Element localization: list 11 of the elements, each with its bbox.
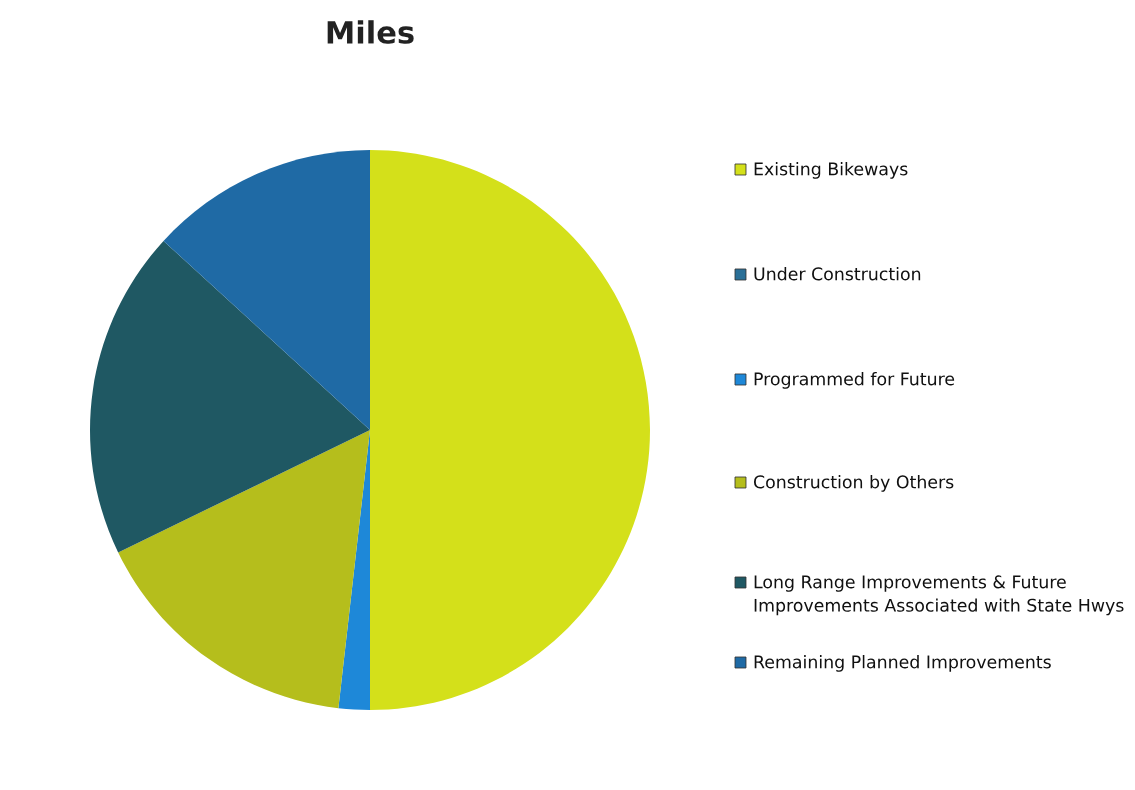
legend-label: Under Construction — [754, 267, 921, 281]
legend-label: Programmed for Future — [754, 372, 955, 389]
legend-label: Construction by Others — [753, 475, 954, 492]
pie-slice — [370, 150, 650, 710]
chart-title: Miles — [327, 20, 414, 44]
pie-slice — [163, 150, 370, 430]
pie-slice — [90, 240, 370, 553]
pie-slice — [118, 430, 370, 709]
legend-label: Existing Bikeways — [754, 162, 908, 179]
legend-label: Remaining Planned Improvements — [754, 655, 1051, 672]
legend-label: Long Range Improvements & Future Improvements Associated with State Hwys — [754, 575, 1124, 616]
